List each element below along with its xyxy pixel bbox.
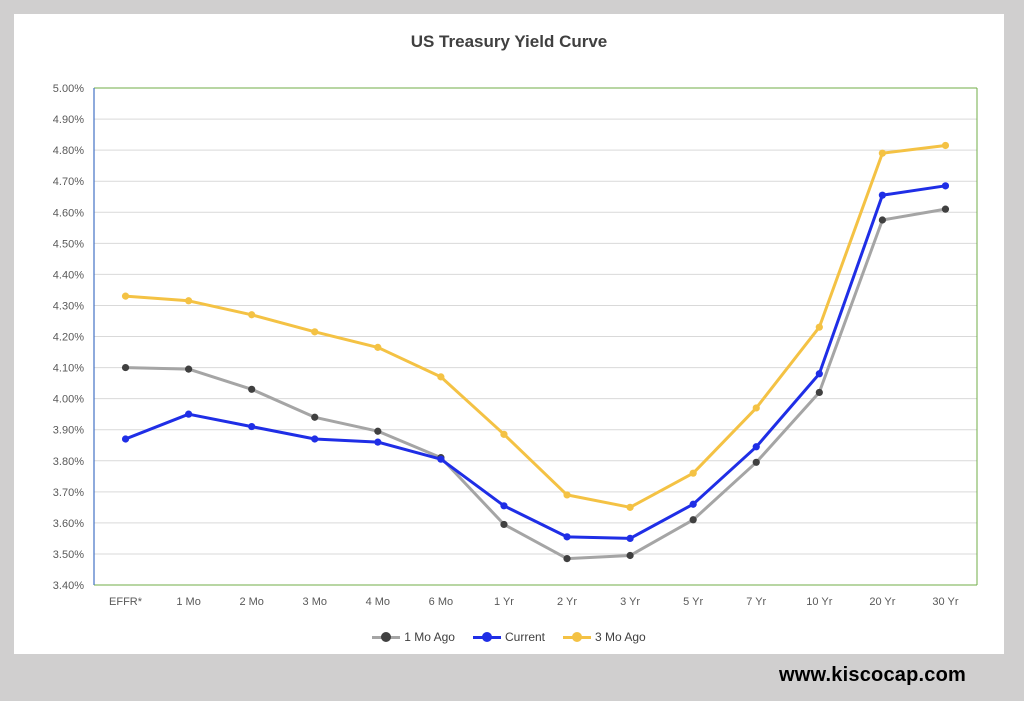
data-point-current — [563, 533, 571, 541]
y-tick-label: 4.20% — [53, 332, 84, 344]
series-line-1-mo-ago — [125, 207, 946, 561]
x-tick-label: 20 Yr — [869, 596, 895, 608]
plot-frame — [93, 87, 978, 586]
x-tick-label: 2 Mo — [239, 596, 263, 608]
data-point-3-mo-ago — [185, 297, 193, 305]
data-point-3-mo-ago — [121, 292, 130, 300]
yield-curve-chart: US Treasury Yield Curve 3.40%3.50%3.60%3… — [53, 32, 978, 608]
data-point-current — [752, 443, 760, 451]
data-point-3-mo-ago — [878, 149, 886, 157]
data-point-1-mo-ago — [878, 216, 886, 224]
x-axis-tick-labels: EFFR* 1 Mo 2 Mo 3 Mo 4 Mo 6 Mo 1 Yr 2 Yr 3 Yr 5 Y… — [109, 596, 959, 608]
chart-card: US Treasury Yield Curve 3.40% 3.50% 3.60% 3… — [14, 14, 1004, 654]
y-axis-tick-labels: 3.40% 3.50% 3.60% 3.70% 3.80% 3.90% 4.00% 4.10%… — [53, 83, 84, 592]
legend-swatch — [563, 632, 591, 642]
data-point-3-mo-ago — [374, 343, 382, 351]
series-3-mo-ago — [121, 141, 950, 511]
data-point-current — [689, 500, 697, 508]
y-tick-label: 3.50% — [53, 549, 84, 561]
y-tick-label: 4.00% — [53, 394, 84, 406]
legend-item-current: Current — [472, 630, 545, 644]
data-point-current — [626, 534, 634, 543]
data-point-current — [311, 435, 319, 443]
data-point-current — [437, 455, 445, 463]
data-point-1-mo-ago — [248, 385, 256, 393]
data-point-current — [500, 502, 508, 510]
legend-swatch — [372, 632, 401, 642]
data-point-1-mo-ago — [185, 365, 193, 373]
data-point-3-mo-ago — [626, 503, 634, 511]
data-point-current — [185, 410, 193, 418]
data-point-3-mo-ago — [941, 141, 950, 150]
x-tick-label: 7 Yr — [746, 596, 766, 608]
y-tick-label: 4.90% — [53, 114, 84, 126]
data-point-current — [121, 435, 130, 443]
y-tick-label: 3.60% — [53, 518, 84, 530]
data-point-3-mo-ago — [563, 491, 571, 499]
legend: 1 Mo Ago Current 3 Mo Ago — [14, 630, 1004, 644]
data-point-current — [248, 422, 256, 431]
y-tick-label: 3.70% — [53, 487, 84, 499]
data-point-1-mo-ago — [500, 520, 508, 529]
x-tick-label: 1 Yr — [494, 596, 514, 608]
data-point-3-mo-ago — [248, 311, 256, 319]
data-point-1-mo-ago — [752, 458, 760, 466]
y-tick-label: 4.60% — [53, 207, 84, 219]
data-point-3-mo-ago — [752, 404, 760, 412]
data-point-1-mo-ago — [563, 554, 571, 563]
x-tick-label: 3 Yr — [620, 596, 640, 608]
y-tick-label: 4.10% — [53, 363, 84, 375]
x-tick-label: 3 Mo — [303, 596, 327, 608]
data-point-1-mo-ago — [311, 413, 319, 421]
series-line-3-mo-ago — [125, 144, 946, 509]
y-tick-label: 3.90% — [53, 425, 84, 437]
y-tick-label: 4.40% — [53, 269, 84, 281]
x-tick-label: 4 Mo — [366, 596, 390, 608]
legend-swatch — [472, 632, 501, 642]
series-current — [121, 182, 950, 543]
data-point-1-mo-ago — [815, 388, 823, 397]
y-tick-label: 5.00% — [53, 83, 84, 95]
data-point-current — [941, 182, 950, 190]
x-tick-label: 30 Yr — [932, 596, 958, 608]
data-point-3-mo-ago — [500, 430, 508, 438]
y-tick-label: 4.80% — [53, 145, 84, 157]
series-1-mo-ago — [121, 205, 950, 563]
data-point-1-mo-ago — [121, 363, 130, 372]
data-point-3-mo-ago — [437, 373, 445, 381]
data-point-1-mo-ago — [941, 205, 950, 213]
data-point-current — [878, 191, 886, 199]
data-point-current — [815, 370, 823, 378]
data-point-1-mo-ago — [374, 427, 382, 435]
series-lines — [121, 141, 950, 563]
data-point-current — [374, 438, 382, 446]
legend-label: 1 Mo Ago — [404, 630, 455, 644]
data-point-3-mo-ago — [815, 323, 823, 331]
data-point-1-mo-ago — [626, 551, 634, 560]
data-point-3-mo-ago — [689, 469, 697, 477]
y-tick-label: 4.70% — [53, 176, 84, 188]
legend-item-3-mo-ago: 3 Mo Ago — [563, 630, 646, 644]
chart-title: US Treasury Yield Curve — [411, 32, 608, 51]
y-tick-label: 4.50% — [53, 238, 84, 250]
series-line-current — [124, 184, 946, 540]
data-point-3-mo-ago — [311, 328, 319, 336]
y-tick-label: 3.80% — [53, 456, 84, 468]
x-tick-label: 6 Mo — [429, 596, 453, 608]
x-tick-label: 2 Yr — [557, 596, 577, 608]
legend-label: Current — [504, 630, 545, 644]
legend-item-1-mo-ago: 1 Mo Ago — [372, 630, 455, 644]
website-watermark: www.kiscocap.com — [779, 664, 966, 686]
data-point-1-mo-ago — [689, 516, 697, 524]
x-tick-label: 10 Yr — [806, 596, 832, 608]
x-tick-label: EFFR* — [109, 596, 143, 608]
y-tick-label: 3.40% — [53, 580, 84, 592]
legend-label: 3 Mo Ago — [595, 630, 646, 644]
x-tick-label: 1 Mo — [176, 596, 200, 608]
gridlines — [94, 87, 977, 586]
y-tick-label: 4.30% — [53, 300, 84, 312]
x-tick-label: 5 Yr — [683, 596, 703, 608]
